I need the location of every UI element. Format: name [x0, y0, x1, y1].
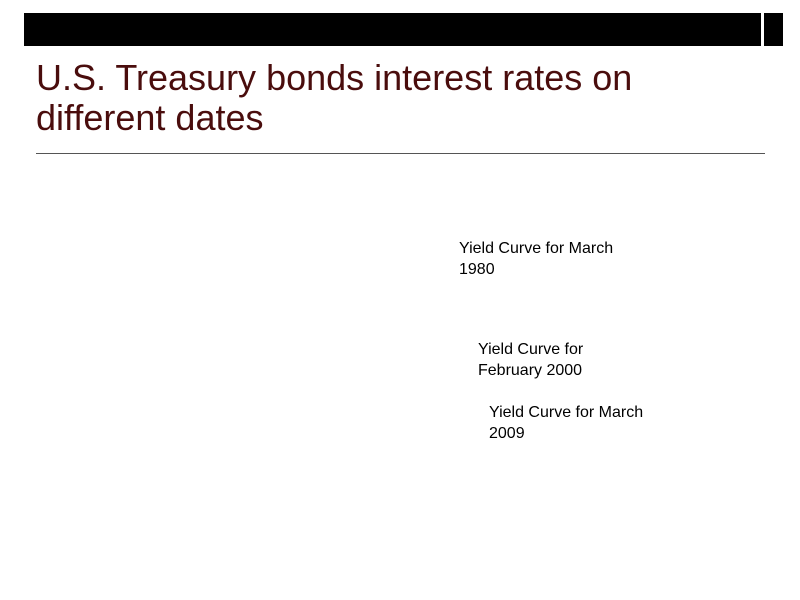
yield-curve-label-february-2000: Yield Curve for February 2000: [478, 341, 584, 379]
yield-curve-label-march-2009: Yield Curve for March 2009: [489, 404, 644, 442]
top-bar: [24, 13, 761, 46]
title-divider: [36, 153, 765, 154]
yield-curve-label-march-1980: Yield Curve for March 1980: [459, 240, 614, 278]
slide-title: U.S. Treasury bonds interest rates on di…: [36, 57, 633, 138]
top-bar-end-block: [764, 13, 783, 46]
